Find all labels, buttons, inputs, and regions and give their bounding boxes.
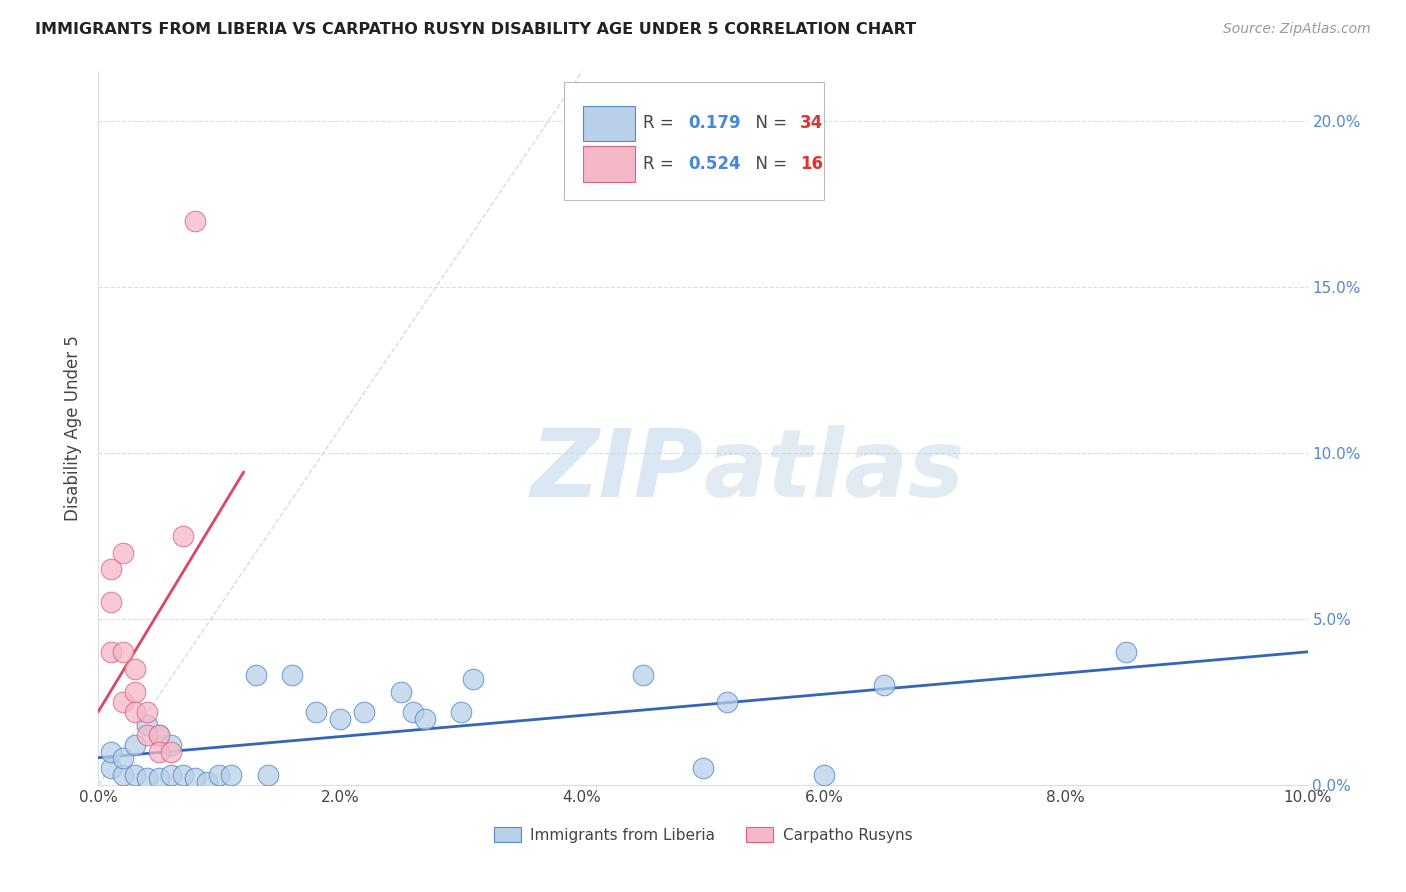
Y-axis label: Disability Age Under 5: Disability Age Under 5 — [65, 335, 83, 521]
Text: N =: N = — [745, 114, 793, 132]
Point — [716, 695, 738, 709]
Point — [172, 768, 194, 782]
Point — [135, 728, 157, 742]
Point — [124, 705, 146, 719]
Text: R =: R = — [643, 155, 679, 173]
Point — [184, 772, 207, 786]
Point — [111, 751, 134, 765]
Point — [100, 745, 122, 759]
Point — [305, 705, 328, 719]
Point — [389, 685, 412, 699]
Legend: Immigrants from Liberia, Carpatho Rusyns: Immigrants from Liberia, Carpatho Rusyns — [488, 821, 918, 848]
Point — [195, 774, 218, 789]
Point — [281, 668, 304, 682]
Point — [124, 738, 146, 752]
Point — [160, 738, 183, 752]
Point — [148, 728, 170, 742]
Point — [450, 705, 472, 719]
Text: N =: N = — [745, 155, 793, 173]
Point — [463, 672, 485, 686]
Text: 0.179: 0.179 — [689, 114, 741, 132]
Point — [124, 768, 146, 782]
Point — [353, 705, 375, 719]
Point — [413, 712, 436, 726]
Point — [873, 678, 896, 692]
Text: 16: 16 — [800, 155, 823, 173]
Point — [208, 768, 231, 782]
Point — [148, 728, 170, 742]
Point — [124, 662, 146, 676]
Text: IMMIGRANTS FROM LIBERIA VS CARPATHO RUSYN DISABILITY AGE UNDER 5 CORRELATION CHA: IMMIGRANTS FROM LIBERIA VS CARPATHO RUSY… — [35, 22, 917, 37]
Point — [160, 745, 183, 759]
Point — [135, 718, 157, 732]
Point — [329, 712, 352, 726]
Point — [402, 705, 425, 719]
Point — [148, 772, 170, 786]
Point — [172, 529, 194, 543]
Point — [184, 213, 207, 227]
Text: 34: 34 — [800, 114, 823, 132]
Text: 0.524: 0.524 — [689, 155, 741, 173]
Point — [124, 685, 146, 699]
Point — [160, 768, 183, 782]
FancyBboxPatch shape — [583, 105, 636, 141]
Point — [245, 668, 267, 682]
FancyBboxPatch shape — [564, 82, 824, 200]
Point — [813, 768, 835, 782]
Point — [111, 768, 134, 782]
Text: R =: R = — [643, 114, 679, 132]
Point — [221, 768, 243, 782]
Point — [631, 668, 654, 682]
Point — [148, 745, 170, 759]
Text: Source: ZipAtlas.com: Source: ZipAtlas.com — [1223, 22, 1371, 37]
FancyBboxPatch shape — [583, 146, 636, 182]
Point — [111, 546, 134, 560]
Point — [135, 705, 157, 719]
Point — [111, 695, 134, 709]
Point — [692, 761, 714, 775]
Point — [100, 645, 122, 659]
Point — [256, 768, 278, 782]
Text: ZIP: ZIP — [530, 425, 703, 517]
Point — [1115, 645, 1137, 659]
Point — [100, 761, 122, 775]
Point — [100, 562, 122, 576]
Point — [111, 645, 134, 659]
Point — [100, 595, 122, 609]
Text: atlas: atlas — [703, 425, 965, 517]
Point — [135, 772, 157, 786]
